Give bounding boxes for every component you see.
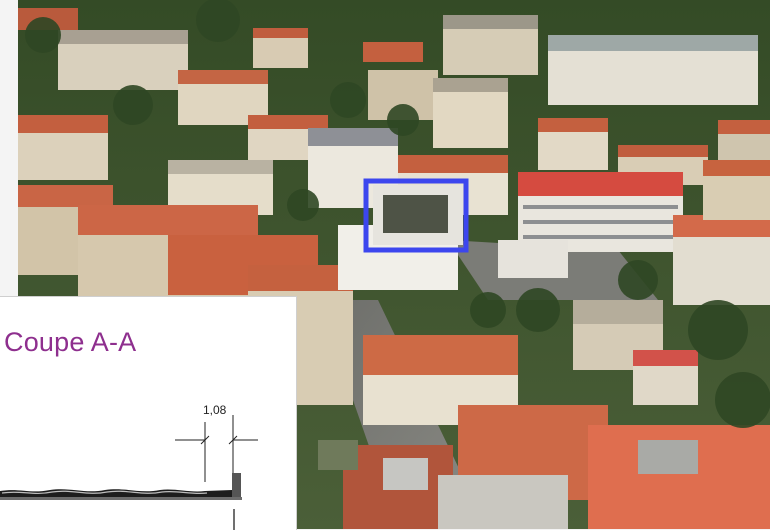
buildings-left-cluster bbox=[18, 115, 353, 405]
buildings-right bbox=[498, 160, 770, 305]
central-buildings bbox=[308, 128, 508, 290]
buildings-bottom bbox=[318, 300, 770, 529]
tick-right bbox=[228, 435, 238, 445]
highlight-box bbox=[363, 178, 469, 253]
aerial-scene bbox=[18, 0, 770, 529]
tick-left bbox=[200, 435, 210, 445]
roof-section-profile bbox=[0, 473, 242, 530]
trees bbox=[25, 0, 770, 428]
section-drawing-panel: Coupe A-A 1,08 bbox=[0, 296, 297, 530]
section-title: Coupe A-A bbox=[4, 327, 137, 357]
aerial-city-photo bbox=[18, 0, 770, 529]
section-drawing bbox=[0, 415, 258, 530]
buildings-top-row bbox=[18, 8, 770, 185]
dimension-label: 1,08 bbox=[203, 403, 227, 417]
